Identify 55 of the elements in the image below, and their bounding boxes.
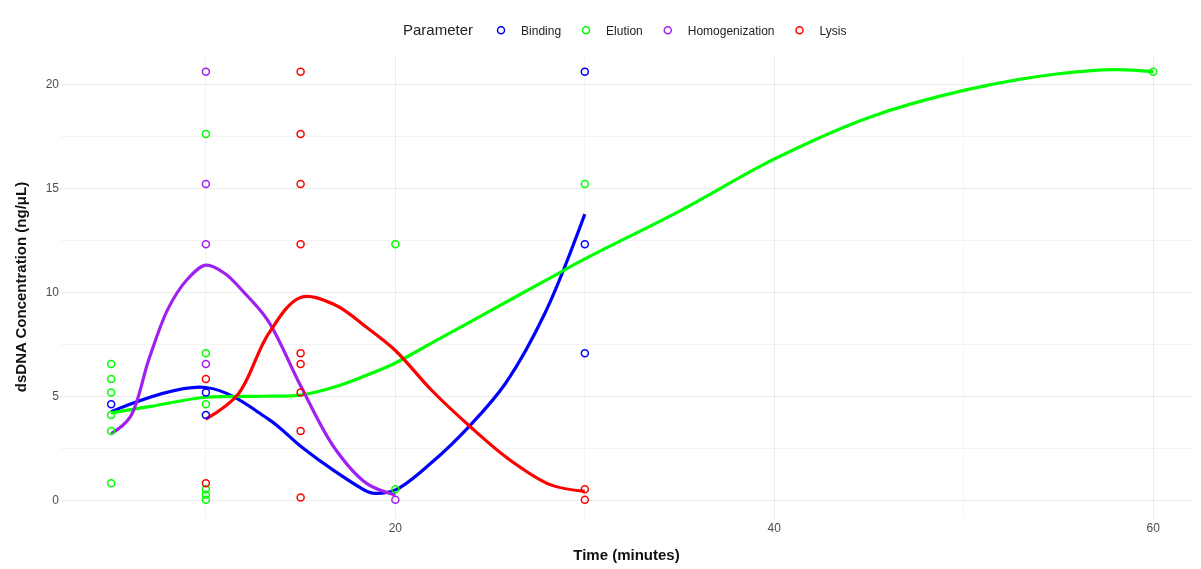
y-tick-label: 15 <box>45 181 60 196</box>
point <box>201 67 211 76</box>
point <box>201 359 211 369</box>
y-axis-title: dsDNA Concentration (ng/μL) <box>11 181 29 393</box>
point <box>1148 67 1158 76</box>
point <box>106 426 116 436</box>
y-tick-label: 0 <box>52 493 60 508</box>
point <box>106 399 116 409</box>
point <box>201 374 211 384</box>
point <box>201 388 211 397</box>
point <box>201 495 211 505</box>
point <box>296 359 305 369</box>
point <box>391 240 400 249</box>
point <box>580 348 590 358</box>
point <box>580 495 590 505</box>
legend-label: Binding <box>521 23 562 38</box>
legend-label: Lysis <box>819 23 847 38</box>
point <box>296 348 305 358</box>
point <box>106 374 116 384</box>
point <box>391 485 400 494</box>
point <box>201 410 211 420</box>
point <box>391 495 400 505</box>
point <box>580 179 590 189</box>
point <box>201 490 211 500</box>
point <box>201 485 211 494</box>
point <box>106 388 116 397</box>
x-tick-label: 40 <box>767 521 782 535</box>
legend-label: Elution <box>606 23 643 38</box>
point <box>580 240 590 249</box>
legend-title: Parameter <box>403 21 474 39</box>
point <box>296 388 305 397</box>
point <box>580 485 590 494</box>
point <box>296 493 305 502</box>
point <box>296 129 305 139</box>
point <box>106 410 116 420</box>
point <box>201 399 211 409</box>
point <box>201 240 211 249</box>
legend-label: Homogenization <box>687 23 775 38</box>
point <box>106 359 116 369</box>
point <box>296 426 305 436</box>
point <box>201 179 211 189</box>
point <box>201 478 211 488</box>
y-tick-label: 20 <box>45 77 60 92</box>
point <box>296 240 305 249</box>
point <box>296 67 305 76</box>
x-tick-label: 60 <box>1146 521 1161 535</box>
x-tick-label: 20 <box>388 521 403 535</box>
point <box>296 179 305 189</box>
y-tick-label: 5 <box>52 389 60 404</box>
x-axis-title: Time (minutes) <box>573 546 680 563</box>
point <box>201 129 211 139</box>
point <box>106 478 116 488</box>
point <box>201 348 211 358</box>
point <box>580 67 590 76</box>
y-tick-label: 10 <box>45 285 60 300</box>
